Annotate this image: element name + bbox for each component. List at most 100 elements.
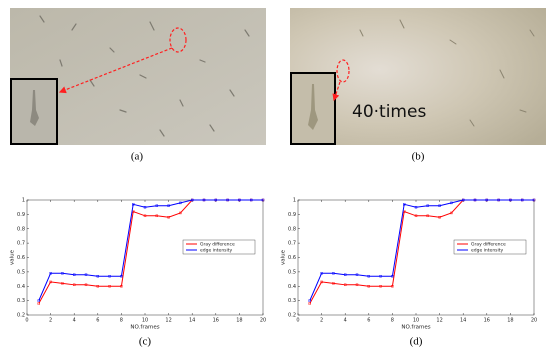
- legend-box: [182, 239, 256, 255]
- x-tick-label: 14: [460, 318, 466, 324]
- point-marker: [214, 198, 218, 202]
- point-marker: [155, 214, 159, 218]
- line-chart: 0.20.30.40.50.60.70.80.910 2 4 6 8 10 12 14 16 18…: [10, 198, 267, 348]
- y-tick-label: 0.4: [17, 284, 25, 290]
- point-marker: [438, 204, 441, 207]
- point-marker: [120, 274, 123, 278]
- x-tick-label: 20: [260, 318, 266, 324]
- point-marker: [332, 282, 335, 285]
- point-marker: [426, 204, 429, 207]
- x-tick-label: 0: [296, 318, 299, 324]
- x-tick-label: 10: [142, 318, 148, 324]
- point-marker: [355, 283, 359, 287]
- point-marker: [249, 198, 253, 202]
- series-line: [38, 199, 263, 301]
- point-marker: [344, 273, 347, 276]
- x-tick-label: 6: [96, 318, 99, 324]
- y-tick-label: 0.3: [17, 298, 25, 304]
- caption: (c): [139, 336, 152, 348]
- micrograph-a: [10, 8, 266, 145]
- point-marker: [261, 198, 265, 202]
- point-marker: [332, 272, 335, 275]
- point-marker: [462, 198, 465, 202]
- point-marker: [367, 285, 370, 288]
- y-tick-label: 0.5: [288, 269, 296, 275]
- caption: (b): [412, 151, 425, 163]
- point-marker: [367, 274, 370, 278]
- point-marker: [320, 272, 323, 275]
- series-line: [309, 199, 534, 301]
- point-marker: [308, 302, 311, 305]
- y-tick-label: 0.7: [17, 241, 25, 247]
- x-tick-label: 0: [25, 318, 28, 324]
- point-marker: [143, 205, 147, 209]
- y-tick-label: 0.9: [17, 212, 25, 218]
- x-tick-label: 12: [436, 318, 442, 324]
- y-axis-label: value: [281, 249, 287, 265]
- x-tick-label: 14: [189, 318, 195, 324]
- point-marker: [131, 203, 135, 206]
- legend-label: Gray difference: [200, 242, 235, 248]
- x-tick-label: 18: [507, 318, 513, 324]
- point-marker: [49, 280, 52, 284]
- point-marker: [84, 283, 88, 287]
- point-marker: [179, 211, 182, 215]
- y-tick-label: 0.2: [17, 313, 25, 319]
- y-tick-label: 0.5: [17, 269, 25, 275]
- point-marker: [61, 282, 64, 285]
- y-tick-label: 0.6: [17, 255, 25, 261]
- point-marker: [61, 272, 64, 275]
- point-marker: [497, 198, 500, 202]
- point-marker: [72, 283, 76, 287]
- y-tick-label: 1: [293, 198, 296, 204]
- y-tick-label: 0.6: [288, 255, 296, 261]
- point-marker: [167, 204, 170, 207]
- x-tick-label: 2: [49, 318, 52, 324]
- y-tick-label: 0.4: [288, 284, 296, 290]
- y-tick-label: 0.8: [288, 226, 296, 232]
- point-marker: [179, 201, 182, 205]
- point-marker: [167, 216, 170, 219]
- point-marker: [438, 216, 441, 219]
- point-marker: [49, 272, 52, 275]
- point-marker: [344, 283, 347, 287]
- point-marker: [532, 198, 536, 202]
- legend-box: [453, 239, 527, 255]
- point-marker: [391, 285, 394, 288]
- legend-label: edge intensity: [471, 248, 504, 254]
- point-marker: [320, 280, 323, 284]
- y-tick-label: 0.3: [288, 298, 296, 304]
- y-tick-label: 0.8: [17, 226, 25, 232]
- y-axis-label: value: [10, 249, 16, 265]
- point-marker: [37, 299, 40, 302]
- x-tick-label: 10: [413, 318, 419, 324]
- x-tick-label: 16: [484, 318, 490, 324]
- x-tick-label: 2: [320, 318, 323, 324]
- point-marker: [414, 214, 418, 218]
- plot-area: [26, 199, 264, 316]
- point-marker: [521, 198, 524, 202]
- point-marker: [379, 274, 382, 278]
- x-tick-label: 18: [236, 318, 242, 324]
- point-marker: [190, 198, 194, 202]
- point-marker: [450, 201, 453, 205]
- line-chart: 0.20.30.40.50.60.70.80.910 2 4 6 8 10 12 14 16 18…: [281, 198, 538, 348]
- x-tick-label: 6: [367, 318, 370, 324]
- x-tick-label: 8: [391, 318, 394, 324]
- point-marker: [391, 274, 394, 278]
- point-marker: [450, 211, 453, 215]
- point-marker: [426, 214, 429, 218]
- point-marker: [238, 198, 241, 202]
- point-marker: [485, 198, 488, 202]
- x-tick-label: 16: [213, 318, 219, 324]
- point-marker: [96, 285, 100, 288]
- point-marker: [108, 285, 111, 288]
- point-marker: [473, 198, 477, 202]
- point-marker: [414, 205, 418, 209]
- y-tick-label: 1: [22, 198, 25, 204]
- x-tick-label: 12: [165, 318, 171, 324]
- y-tick-label: 0.7: [288, 241, 296, 247]
- point-marker: [379, 285, 382, 288]
- x-axis-label: NO.frames: [130, 325, 159, 331]
